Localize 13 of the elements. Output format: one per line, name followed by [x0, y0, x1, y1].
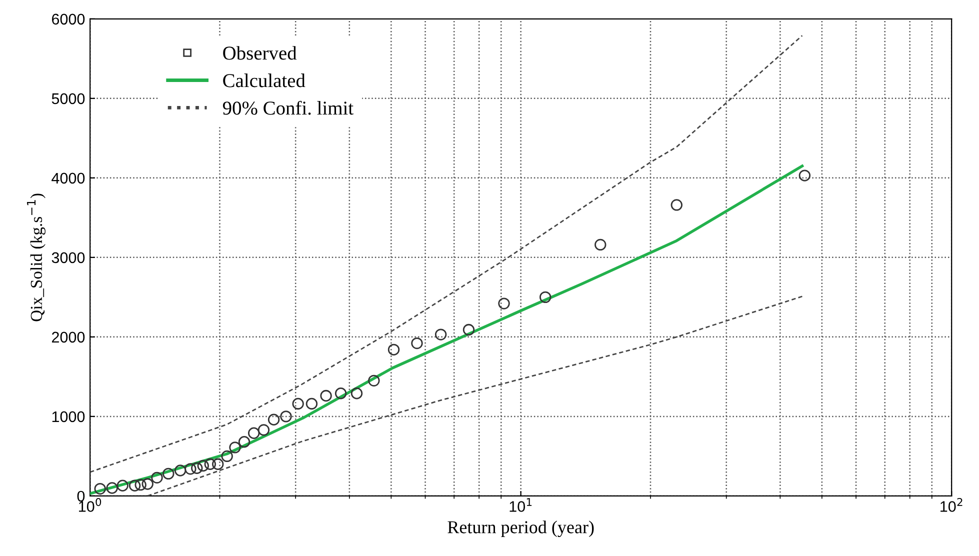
y-tick-label: 3000 [52, 252, 85, 264]
x-tick-label: 10$^{2}$ [940, 498, 962, 512]
x-tick-label: 10$^{1}$ [510, 498, 532, 512]
y-tick-label: 5000 [52, 93, 85, 104]
y-tick-label: 6000 [52, 14, 85, 25]
y-tick-label: 2000 [52, 332, 85, 343]
x-axis-title: Return period (year) [448, 520, 594, 538]
y-axis-title: Qix_Solid (kg.s$^{−1}$) [27, 194, 46, 322]
legend-label: Observed [223, 46, 297, 60]
legend-label: Calculated [223, 74, 306, 88]
legend-label: 90% Confi. limit [222, 100, 354, 115]
y-tick-label: 1000 [52, 411, 85, 422]
y-tick-label: 4000 [52, 172, 85, 184]
